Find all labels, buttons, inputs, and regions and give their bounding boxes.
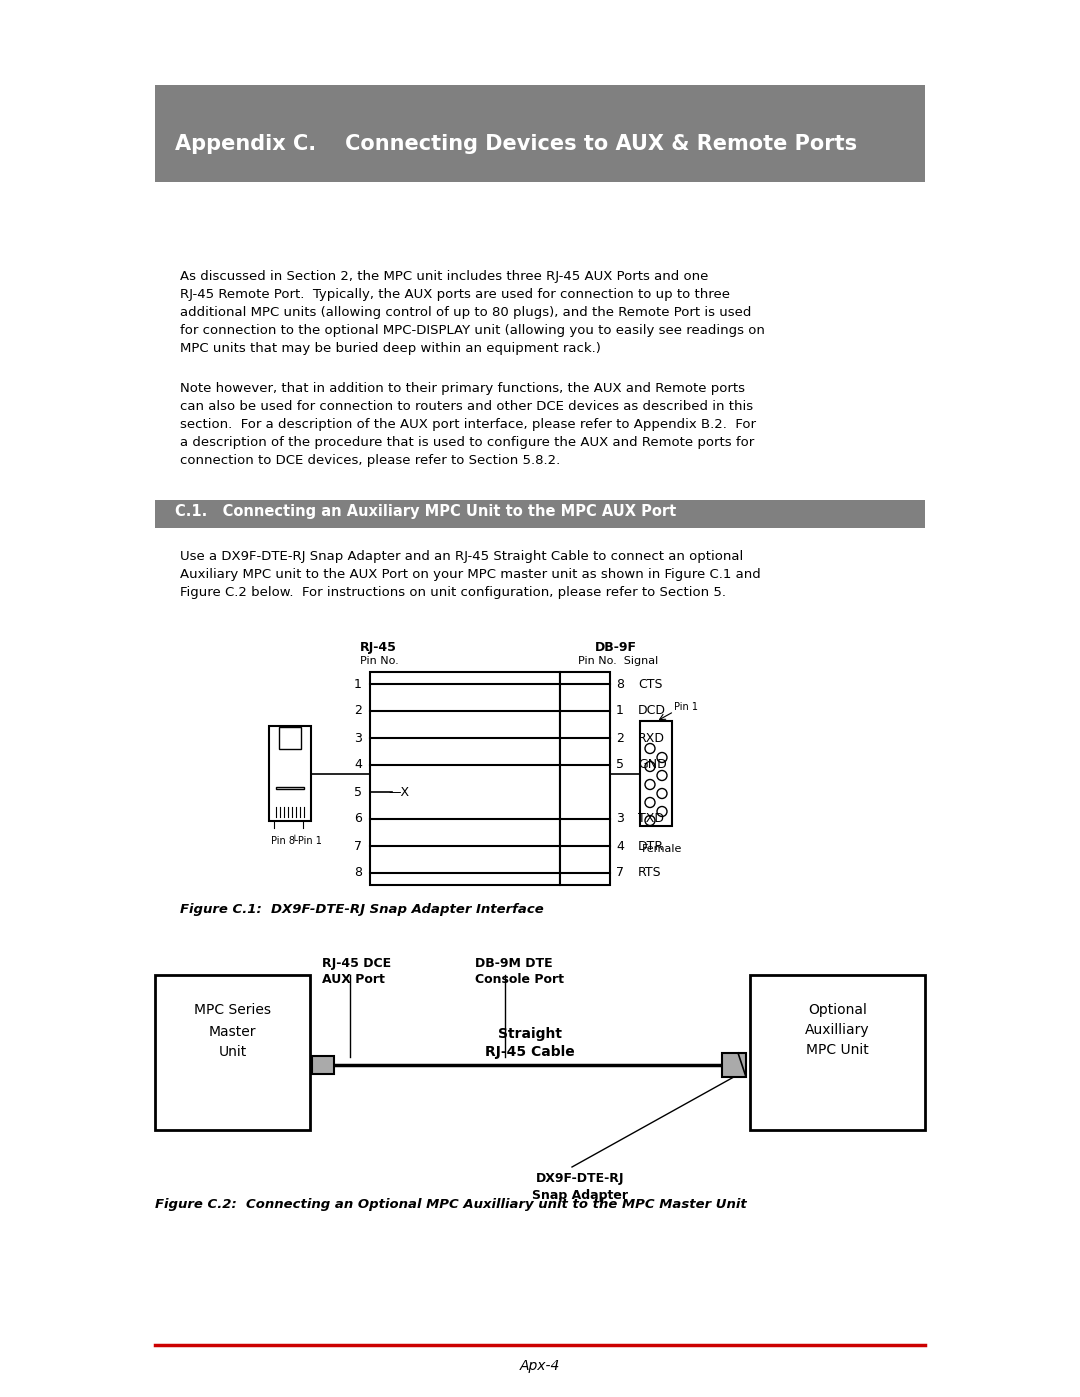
Text: └Pin 1: └Pin 1 xyxy=(292,837,322,847)
Text: 2: 2 xyxy=(616,732,624,745)
Circle shape xyxy=(657,771,667,781)
Text: RJ-45 Remote Port.  Typically, the AUX ports are used for connection to up to th: RJ-45 Remote Port. Typically, the AUX po… xyxy=(180,288,730,300)
Text: As discussed in Section 2, the MPC unit includes three RJ-45 AUX Ports and one: As discussed in Section 2, the MPC unit … xyxy=(180,270,708,284)
Circle shape xyxy=(657,788,667,799)
Text: for connection to the optional MPC-DISPLAY unit (allowing you to easily see read: for connection to the optional MPC-DISPL… xyxy=(180,324,765,337)
Text: 4: 4 xyxy=(616,840,624,852)
Text: Master: Master xyxy=(208,1025,256,1039)
Text: Snap Adapter: Snap Adapter xyxy=(532,1189,627,1201)
Text: DCD: DCD xyxy=(638,704,666,718)
Text: Female: Female xyxy=(642,844,683,854)
Text: MPC Unit: MPC Unit xyxy=(806,1044,869,1058)
Text: DB-9M DTE: DB-9M DTE xyxy=(475,957,553,970)
Circle shape xyxy=(645,761,654,771)
Text: MPC units that may be buried deep within an equipment rack.): MPC units that may be buried deep within… xyxy=(180,342,600,355)
Text: Apx-4: Apx-4 xyxy=(519,1359,561,1373)
Text: additional MPC units (allowing control of up to 80 plugs), and the Remote Port i: additional MPC units (allowing control o… xyxy=(180,306,752,319)
Text: Appendix C.    Connecting Devices to AUX & Remote Ports: Appendix C. Connecting Devices to AUX & … xyxy=(175,134,858,154)
Text: 1: 1 xyxy=(354,678,362,690)
Text: Pin 1: Pin 1 xyxy=(674,701,698,711)
Circle shape xyxy=(645,780,654,789)
Text: DX9F-DTE-RJ: DX9F-DTE-RJ xyxy=(536,1172,624,1185)
Text: 6: 6 xyxy=(354,813,362,826)
Circle shape xyxy=(657,753,667,763)
Text: Use a DX9F-DTE-RJ Snap Adapter and an RJ-45 Straight Cable to connect an optiona: Use a DX9F-DTE-RJ Snap Adapter and an RJ… xyxy=(180,550,743,563)
Text: connection to DCE devices, please refer to Section 5.8.2.: connection to DCE devices, please refer … xyxy=(180,454,561,467)
Bar xyxy=(750,975,924,1130)
Text: —X: —X xyxy=(388,785,409,799)
Text: 7: 7 xyxy=(354,840,362,852)
Text: CTS: CTS xyxy=(638,678,662,690)
Text: Note however, that in addition to their primary functions, the AUX and Remote po: Note however, that in addition to their … xyxy=(180,381,745,395)
Text: RTS: RTS xyxy=(638,866,662,880)
Text: AUX Port: AUX Port xyxy=(322,972,384,986)
Bar xyxy=(156,975,310,1130)
Text: Straight: Straight xyxy=(498,1027,562,1041)
Text: Auxilliary: Auxilliary xyxy=(806,1023,869,1037)
Text: Figure C.1:  DX9F-DTE-RJ Snap Adapter Interface: Figure C.1: DX9F-DTE-RJ Snap Adapter Int… xyxy=(180,902,543,916)
Text: RXD: RXD xyxy=(638,732,665,745)
Bar xyxy=(279,726,301,749)
Bar xyxy=(561,672,610,886)
Text: can also be used for connection to routers and other DCE devices as described in: can also be used for connection to route… xyxy=(180,400,753,414)
Bar xyxy=(276,787,303,788)
Text: Unit: Unit xyxy=(218,1045,246,1059)
Text: RJ-45 Cable: RJ-45 Cable xyxy=(485,1045,575,1059)
Circle shape xyxy=(645,743,654,753)
Text: RJ-45: RJ-45 xyxy=(360,641,396,654)
Text: Optional: Optional xyxy=(808,1003,867,1017)
Text: 5: 5 xyxy=(616,759,624,771)
Text: DB-9F: DB-9F xyxy=(595,641,637,654)
Text: Figure C.2 below.  For instructions on unit configuration, please refer to Secti: Figure C.2 below. For instructions on un… xyxy=(180,585,726,599)
Bar xyxy=(156,500,924,528)
Bar xyxy=(640,721,672,826)
Text: TXD: TXD xyxy=(638,813,664,826)
Text: GND: GND xyxy=(638,759,666,771)
Text: 5: 5 xyxy=(354,785,362,799)
Text: section.  For a description of the AUX port interface, please refer to Appendix : section. For a description of the AUX po… xyxy=(180,418,756,432)
Text: Console Port: Console Port xyxy=(475,972,564,986)
Text: 3: 3 xyxy=(354,732,362,745)
Text: RJ-45 DCE: RJ-45 DCE xyxy=(322,957,391,970)
Bar xyxy=(312,1056,334,1074)
Text: Pin No.  Signal: Pin No. Signal xyxy=(578,657,658,666)
Text: Pin No.: Pin No. xyxy=(360,657,399,666)
Text: C.1.   Connecting an Auxiliary MPC Unit to the MPC AUX Port: C.1. Connecting an Auxiliary MPC Unit to… xyxy=(175,504,676,520)
Text: 3: 3 xyxy=(616,813,624,826)
Circle shape xyxy=(645,816,654,826)
Bar xyxy=(156,85,924,182)
Text: MPC Series: MPC Series xyxy=(194,1003,271,1017)
Text: 2: 2 xyxy=(354,704,362,718)
Circle shape xyxy=(645,798,654,807)
Text: Auxiliary MPC unit to the AUX Port on your MPC master unit as shown in Figure C.: Auxiliary MPC unit to the AUX Port on yo… xyxy=(180,569,760,581)
Circle shape xyxy=(657,806,667,816)
Text: Pin 8: Pin 8 xyxy=(271,837,295,847)
Text: 8: 8 xyxy=(616,678,624,690)
Bar xyxy=(370,672,561,886)
Text: 4: 4 xyxy=(354,759,362,771)
Bar xyxy=(723,1053,746,1077)
Text: DTR: DTR xyxy=(638,840,664,852)
Text: 8: 8 xyxy=(354,866,362,880)
Text: a description of the procedure that is used to configure the AUX and Remote port: a description of the procedure that is u… xyxy=(180,436,754,448)
Text: 7: 7 xyxy=(616,866,624,880)
Text: Figure C.2:  Connecting an Optional MPC Auxilliary unit to the MPC Master Unit: Figure C.2: Connecting an Optional MPC A… xyxy=(156,1199,746,1211)
Bar xyxy=(269,725,311,820)
Text: 1: 1 xyxy=(616,704,624,718)
